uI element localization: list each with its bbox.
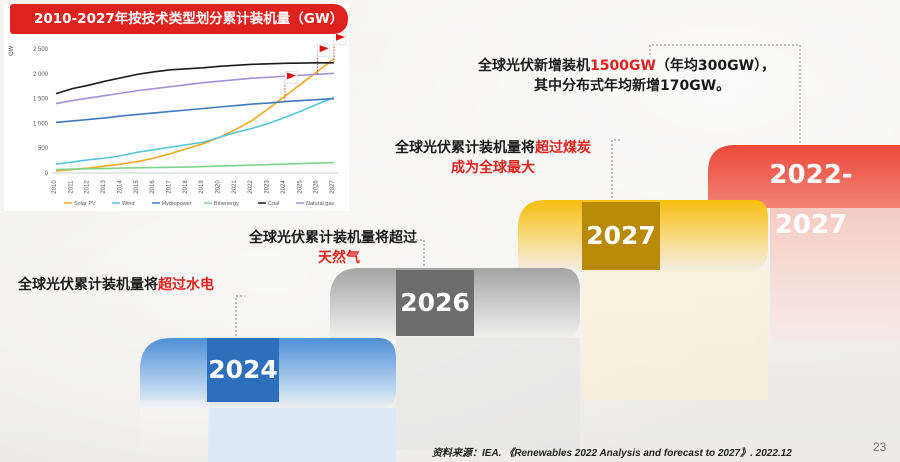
callout-2022-highlight: 1500GW [590, 58, 656, 74]
callout-2027-text: 全球光伏累计装机量将 [395, 140, 535, 156]
y-axis-label: GW [9, 45, 15, 56]
x-tick-label: 2011 [68, 180, 74, 194]
x-tick-label: 2014 [117, 180, 123, 194]
series-line-wind [55, 96, 335, 165]
callout-2026-text: 全球光伏累计装机量将超过 [249, 230, 417, 246]
legend-label: Natural gas [306, 201, 334, 207]
callout-2022-2027: 全球光伏新增装机1500GW（年均300GW）， 其中分布式年均新增170GW。 [478, 56, 775, 96]
y-tick-label: 500 [38, 146, 49, 152]
x-tick-label: 2020 [216, 180, 222, 194]
crossover-flag-icon [319, 45, 329, 53]
y-tick-label: 2 500 [33, 47, 49, 53]
x-tick-label: 2019 [199, 180, 205, 194]
y-tick-label: 1 000 [33, 121, 49, 127]
y-tick-label: 0 [45, 171, 49, 177]
callout-2027-highlight: 超过煤炭 [535, 140, 591, 156]
legend-label: Bioenergy [214, 201, 239, 207]
x-tick-label: 2010 [52, 180, 58, 194]
series-line-solar-pv [55, 58, 335, 172]
crossover-flag-icon [286, 72, 296, 80]
callout-2027-highlight-2: 成为全球最大 [451, 160, 535, 176]
callout-2026-highlight: 天然气 [318, 250, 360, 266]
x-tick-label: 2016 [150, 180, 156, 194]
x-tick-label: 2013 [101, 180, 107, 194]
series-line-bioenergy [55, 161, 335, 171]
x-tick-label: 2023 [265, 180, 271, 194]
capacity-line-chart: GW 0 500 1 000 1 500 2 000 2 500 2010 2011 2012 20… [9, 32, 347, 207]
chart-title: 2010-2027年按技术类型划分累计装机量（GW） [10, 4, 348, 34]
x-tick-label: 2026 [314, 180, 320, 194]
legend-label: Coal [268, 201, 279, 207]
x-tick-label: 2022 [248, 180, 254, 194]
legend-label: Solar PV [74, 201, 96, 207]
x-tick-label: 2017 [166, 180, 172, 194]
legend-label: Hydropower [162, 201, 192, 207]
x-tick-label: 2021 [232, 180, 238, 194]
callout-2026: 全球光伏累计装机量将超过 天然气 [238, 228, 428, 268]
x-tick-label: 2015 [134, 180, 140, 194]
y-tick-label: 1 500 [33, 97, 49, 103]
series-line-hydropower [55, 97, 335, 124]
tab-2024: 2024 [207, 338, 279, 402]
callout-2024-text: 全球光伏累计装机量将 [18, 277, 158, 293]
connector-2026 [415, 239, 425, 266]
tab-2027: 2027 [582, 202, 660, 270]
crossover-flag-icon [336, 33, 345, 41]
callout-2024-highlight: 超过水电 [158, 277, 214, 293]
x-tick-label: 2024 [281, 180, 287, 194]
x-tick-label: 2018 [183, 180, 189, 194]
tab-2022-2027: 2022-2027 [769, 160, 853, 240]
x-tick-label: 2027 [330, 180, 336, 194]
callout-2022-text: 全球光伏新增装机 [478, 58, 590, 74]
series-line-coal [55, 62, 334, 95]
x-tick-label: 2025 [297, 180, 303, 194]
chart-panel: GW 0 500 1 000 1 500 2 000 2 500 2010 2011 2012 20… [4, 4, 349, 211]
x-tick-label: 2012 [85, 180, 91, 194]
connector-2022 [649, 44, 801, 143]
callout-2022-text-2: （年均300GW）， [655, 58, 776, 74]
tab-2026: 2026 [396, 270, 474, 336]
callout-2022-line2: 其中分布式年均新增170GW。 [534, 78, 731, 94]
callout-2024: 全球光伏累计装机量将超过水电 [18, 275, 214, 295]
source-citation: 资料来源：IEA. 《Renewables 2022 Analysis and … [432, 448, 792, 459]
y-tick-label: 2 000 [33, 72, 49, 78]
callout-2027: 全球光伏累计装机量将超过煤炭 成为全球最大 [395, 138, 591, 178]
connector-2024 [235, 295, 245, 336]
page-number: 23 [873, 440, 887, 454]
connector-2027 [611, 139, 620, 198]
legend-label: Wind [122, 201, 135, 207]
